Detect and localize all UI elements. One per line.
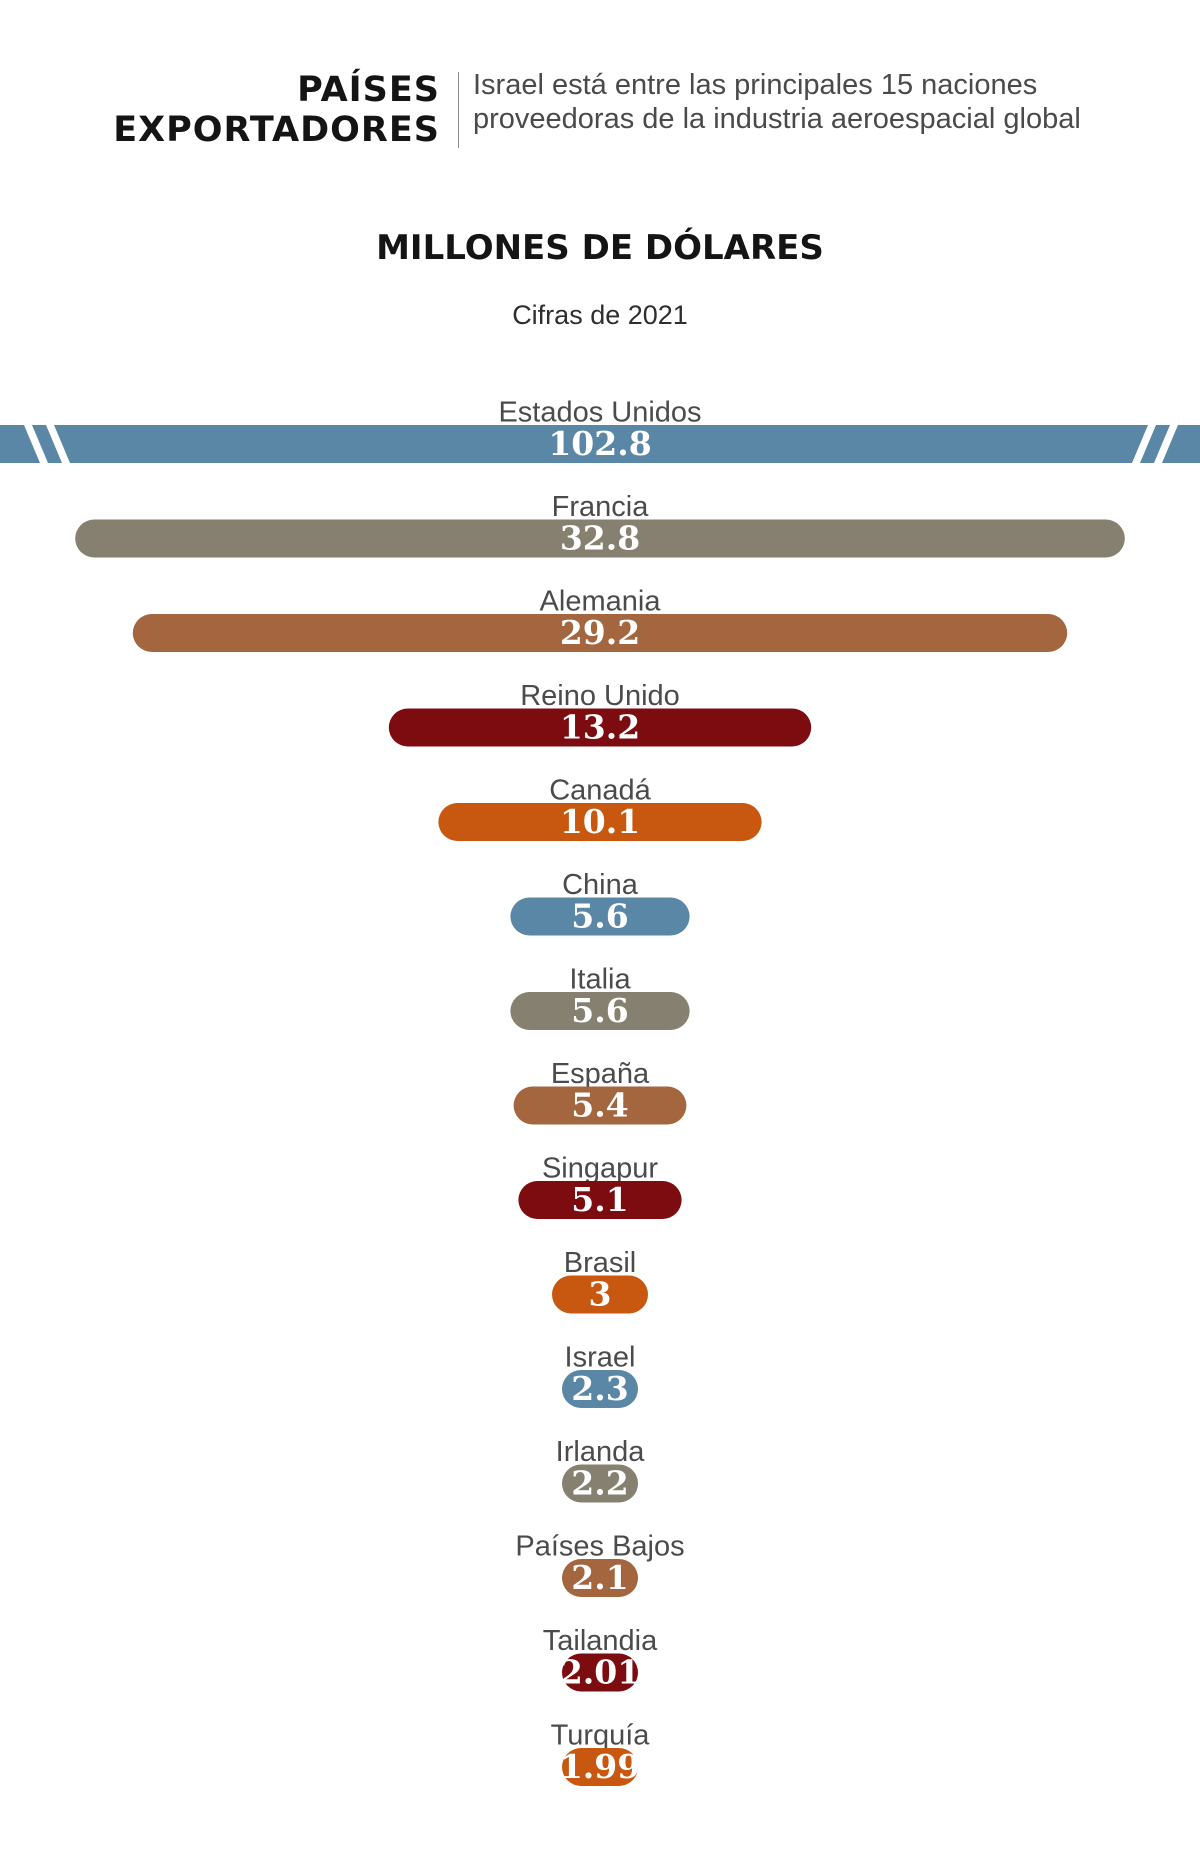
category-label: Países Bajos <box>515 1531 684 1563</box>
chart-title: MILLONES DE DÓLARES <box>376 228 824 268</box>
category-label: Italia <box>569 964 631 996</box>
category-label: España <box>551 1058 650 1090</box>
bar <box>510 897 690 936</box>
bar <box>388 708 812 747</box>
bar <box>132 614 1068 652</box>
chart-subtitle: Cifras de 2021 <box>512 300 688 330</box>
bar <box>438 803 762 841</box>
value-label: 2.01 <box>560 1653 640 1692</box>
value-label: 13.2 <box>560 708 640 747</box>
category-label: Tailandia <box>543 1625 658 1657</box>
value-label: 5.6 <box>571 897 628 936</box>
value-label: 2.2 <box>571 1464 628 1503</box>
bar <box>562 1370 638 1408</box>
header-title-line-2: EXPORTADORES <box>113 110 440 150</box>
category-label: Israel <box>565 1342 636 1374</box>
category-label: Francia <box>552 491 650 523</box>
category-label: Canadá <box>549 775 651 807</box>
value-label: 10.1 <box>560 802 640 841</box>
category-label: Reino Unido <box>520 680 680 712</box>
header-subtitle: Israel está entre las principales 15 nac… <box>473 68 1173 136</box>
axis-break-mark <box>1154 425 1178 463</box>
category-label: Turquía <box>551 1720 651 1752</box>
header-divider <box>458 72 459 148</box>
bar <box>513 1086 687 1125</box>
category-label: Irlanda <box>556 1436 646 1468</box>
bar <box>562 1464 638 1503</box>
value-label: 32.8 <box>560 519 640 558</box>
value-label: 2.3 <box>571 1369 628 1408</box>
bar <box>562 1559 638 1597</box>
header-subtitle-line-1: Israel está entre las principales 15 nac… <box>473 69 1038 101</box>
category-label: Singapur <box>542 1153 658 1185</box>
bar <box>552 1275 648 1314</box>
value-label: 3 <box>589 1275 612 1314</box>
value-label: 1.99 <box>560 1747 640 1786</box>
value-label: 5.6 <box>571 991 628 1030</box>
bar <box>75 519 1125 558</box>
category-label: Brasil <box>564 1247 637 1279</box>
chart-header: PAÍSES EXPORTADORES Israel está entre la… <box>0 62 1200 157</box>
axis-break-mark <box>24 425 48 463</box>
bar <box>0 425 1200 463</box>
bar <box>510 992 690 1030</box>
header-subtitle-line-2: proveedoras de la industria aeroespacial… <box>473 103 1081 135</box>
header-title-line-1: PAÍSES <box>297 70 440 110</box>
bar <box>562 1748 638 1786</box>
category-label: China <box>562 869 639 901</box>
header-title: PAÍSES EXPORTADORES <box>113 70 440 150</box>
bar <box>518 1181 682 1219</box>
value-label: 102.8 <box>548 424 651 463</box>
category-label: Estados Unidos <box>498 397 701 429</box>
value-label: 2.1 <box>571 1558 628 1597</box>
value-label: 5.4 <box>571 1086 628 1125</box>
category-label: Alemania <box>540 586 662 618</box>
axis-break-mark <box>1132 425 1156 463</box>
value-label: 5.1 <box>571 1180 628 1219</box>
value-label: 29.2 <box>560 613 640 652</box>
axis-break-mark <box>46 425 70 463</box>
bar <box>562 1653 638 1692</box>
